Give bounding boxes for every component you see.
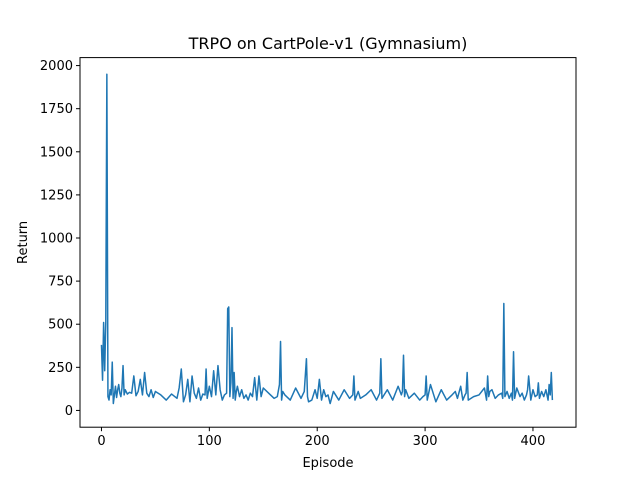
plot-frame	[79, 57, 577, 428]
x-axis-label: Episode	[302, 456, 353, 471]
x-tick-label: 100	[197, 434, 222, 449]
y-tick-label: 1750	[40, 102, 73, 117]
x-tick-label: 300	[413, 434, 438, 449]
y-tick-label: 1000	[40, 232, 73, 247]
y-tick-label: 1250	[40, 188, 73, 203]
y-tick-label: 1500	[40, 145, 73, 160]
y-tick-label: 500	[48, 318, 73, 333]
y-axis: 0 250 500 750 1000 1250 1500 1750 2000	[40, 59, 80, 419]
plot-area	[100, 73, 554, 405]
x-tick-label: 400	[521, 434, 546, 449]
y-axis-label: Return	[16, 221, 31, 264]
x-tick-label: 0	[97, 434, 105, 449]
series-line-0	[100, 73, 554, 405]
y-tick-label: 0	[65, 404, 73, 419]
x-tick-label: 200	[305, 434, 330, 449]
chart-title: TRPO on CartPole-v1 (Gymnasium)	[188, 34, 468, 53]
y-tick-label: 250	[48, 361, 73, 376]
y-tick-label: 2000	[40, 59, 73, 74]
x-axis: 0 100 200 300 400	[97, 427, 545, 449]
y-tick-label: 750	[48, 275, 73, 290]
